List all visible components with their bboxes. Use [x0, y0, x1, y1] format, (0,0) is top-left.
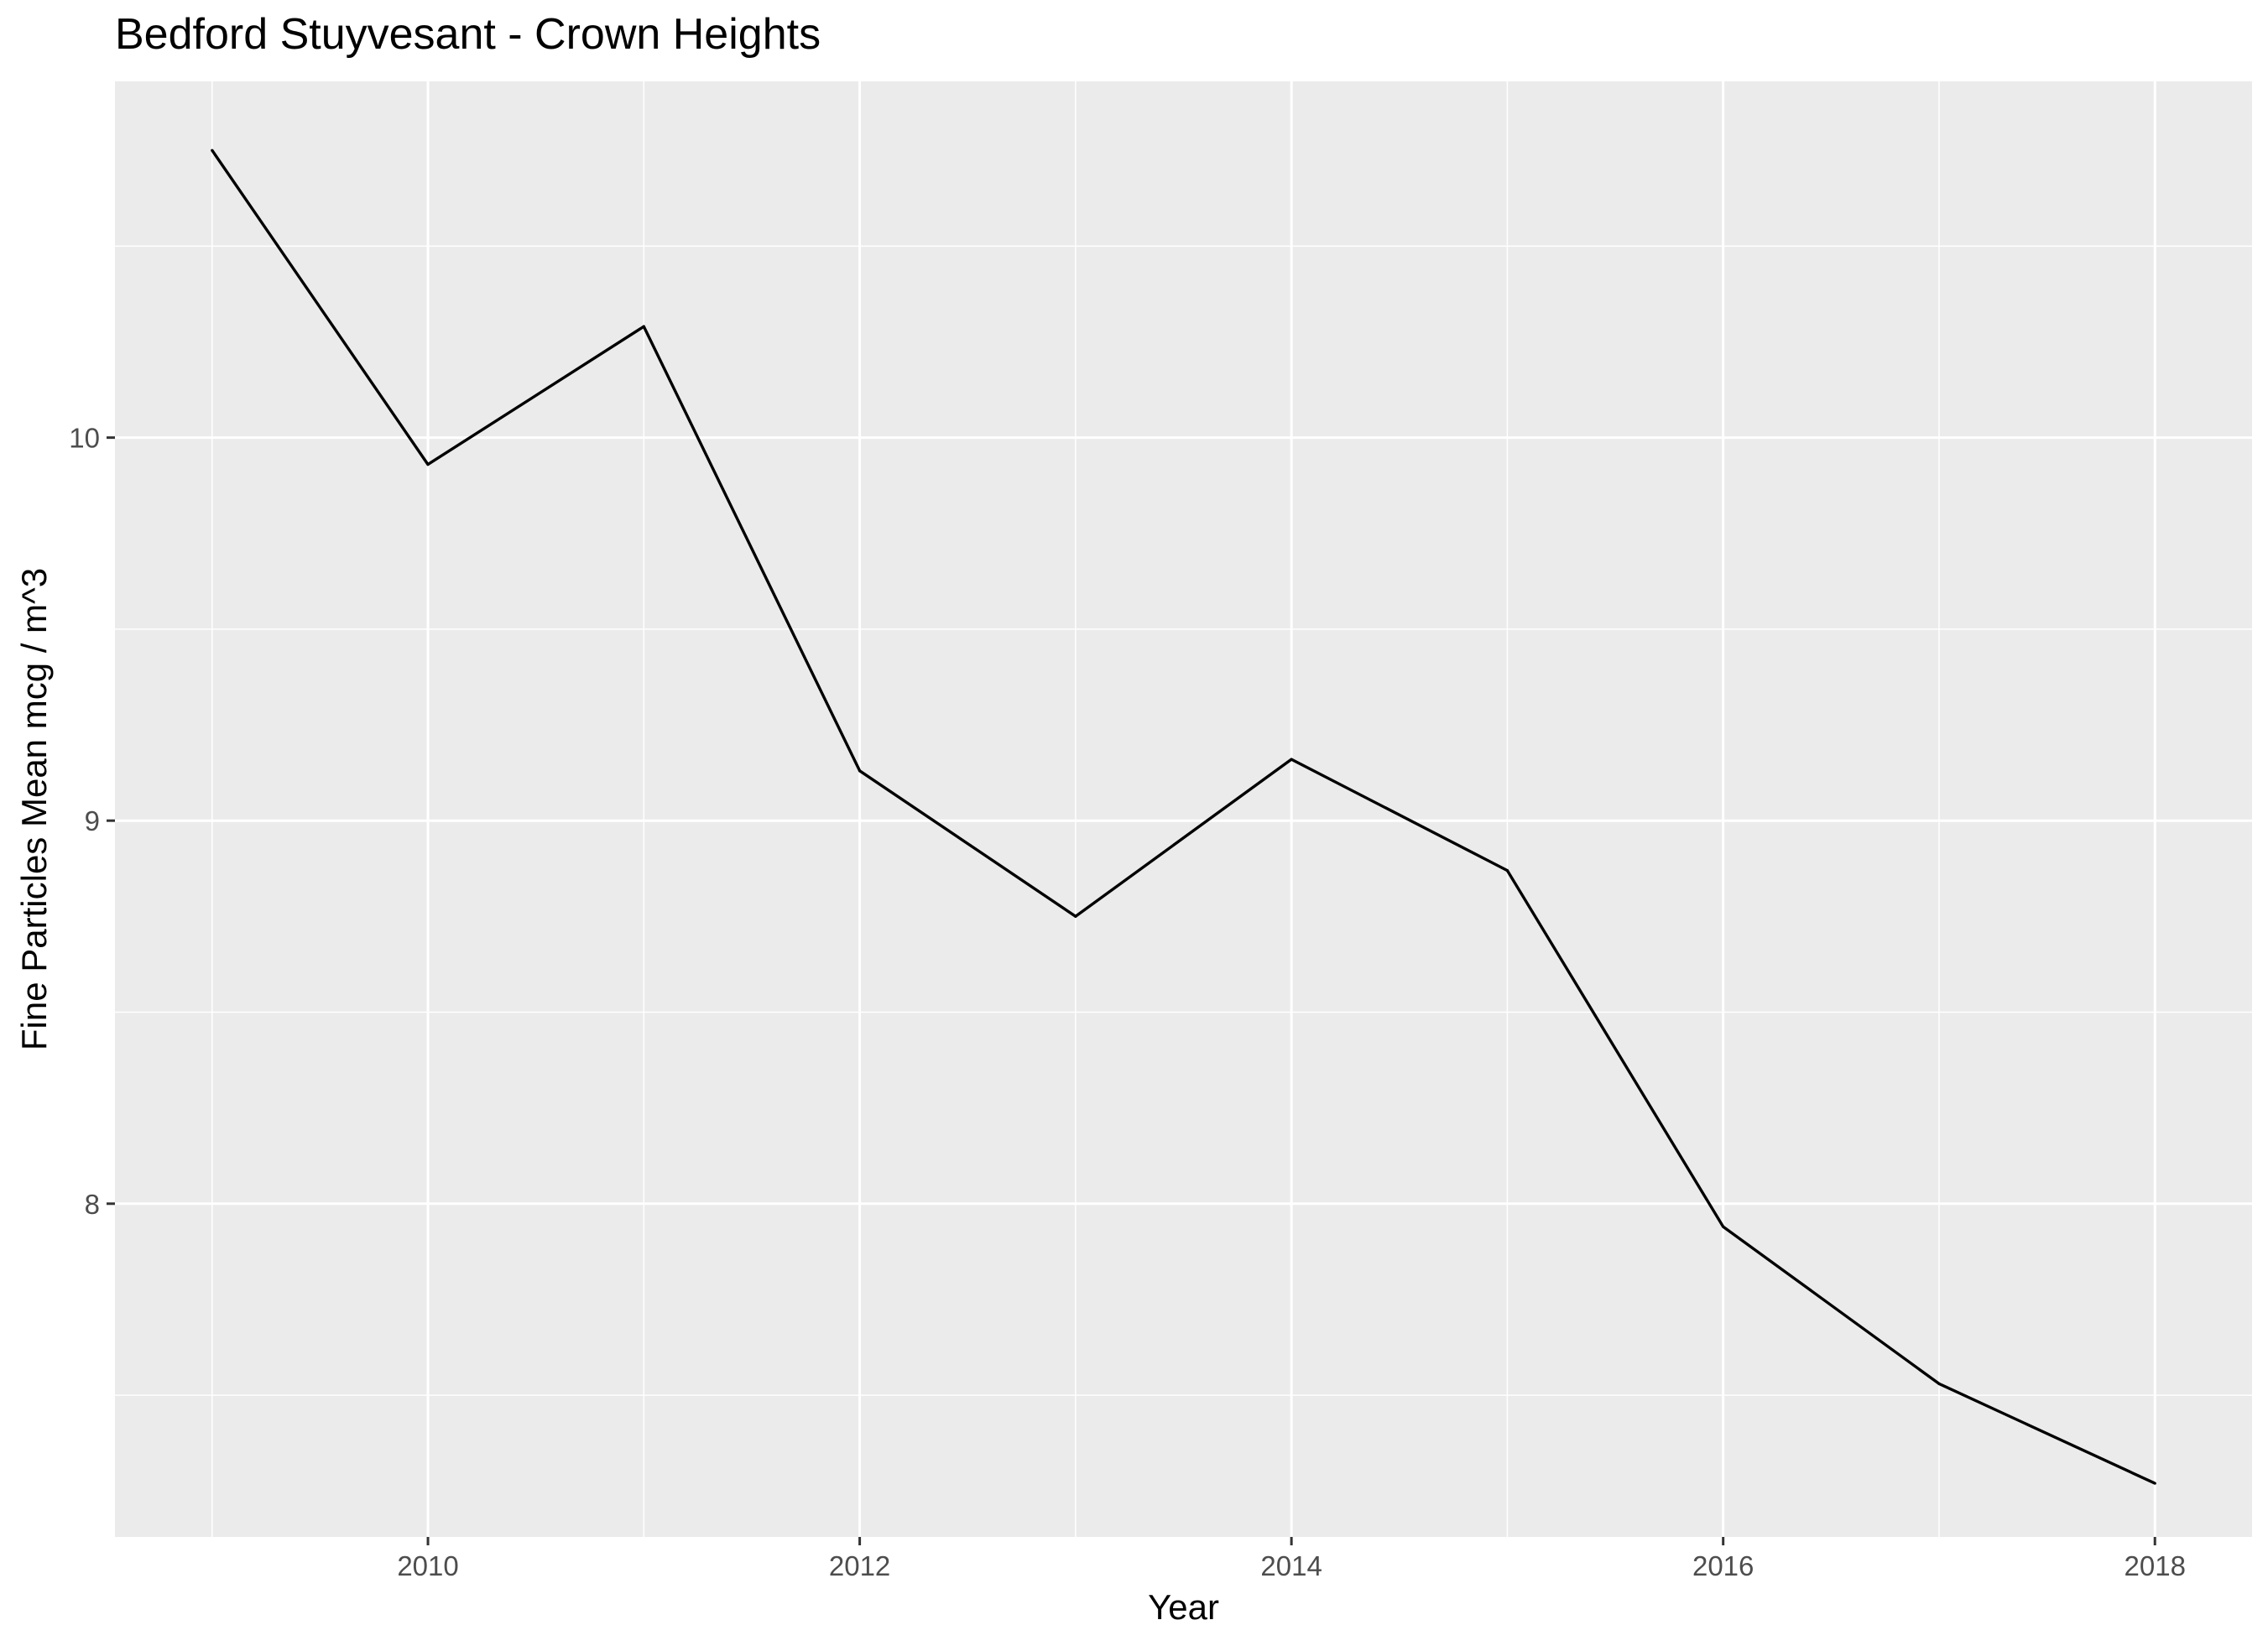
series-line — [211, 149, 2156, 1485]
y-tick-label: 9 — [85, 805, 100, 836]
plot-panel — [115, 81, 2252, 1537]
x-tick-label: 2012 — [829, 1550, 890, 1581]
data-point — [1505, 868, 1509, 872]
data-point — [642, 325, 645, 328]
x-axis: 2010 2012 2014 2016 2018 — [397, 1537, 2186, 1581]
data-point — [1722, 1225, 1725, 1228]
x-axis-title: Year — [1148, 1587, 1219, 1627]
data-point — [1290, 758, 1293, 761]
x-tick-label: 2014 — [1260, 1550, 1322, 1581]
data-point — [211, 148, 214, 152]
data-point — [1937, 1382, 1941, 1385]
minor-grid-lines — [115, 81, 2252, 1537]
data-point — [2153, 1482, 2156, 1485]
y-axis-title: Fine Particles Mean mcg / m^3 — [14, 568, 54, 1050]
data-point — [426, 462, 430, 466]
x-tick-label: 2016 — [1692, 1550, 1754, 1581]
data-point — [1074, 914, 1077, 918]
chart-title: Bedford Stuyvesant - Crown Heights — [115, 10, 821, 59]
y-axis: 8 9 10 — [69, 423, 115, 1220]
y-tick-label: 8 — [85, 1189, 100, 1220]
series-layer — [211, 148, 2156, 1485]
x-tick-label: 2018 — [2125, 1550, 2186, 1581]
y-tick-label: 10 — [69, 423, 100, 454]
major-grid-lines — [115, 81, 2252, 1537]
x-tick-label: 2010 — [397, 1550, 458, 1581]
data-point — [858, 769, 862, 773]
